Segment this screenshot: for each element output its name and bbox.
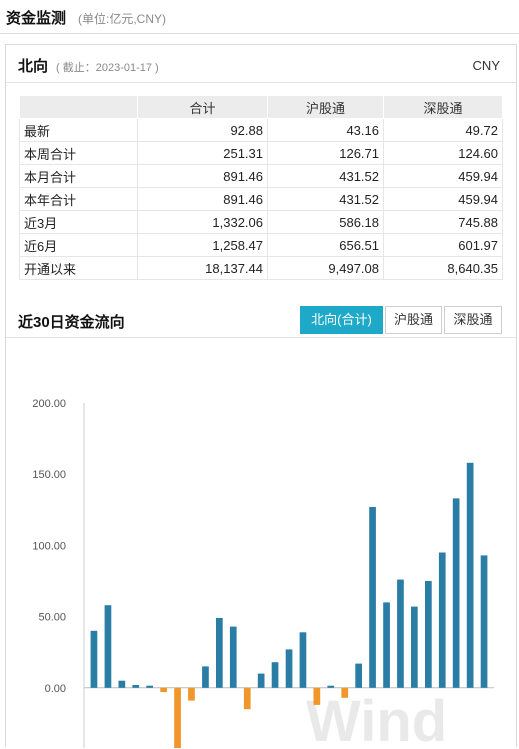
y-tick-label: 100.00 [32, 540, 66, 552]
section-divider [6, 337, 516, 338]
cell-sh: 431.52 [267, 187, 384, 211]
flow-bar[interactable] [202, 666, 209, 688]
northbound-title: 北向 [18, 58, 49, 75]
row-label: 开通以来 [19, 256, 138, 280]
cell-total: 1,332.06 [137, 210, 268, 234]
flow-bar[interactable] [466, 462, 474, 688]
col-header-sz: 深股通 [383, 95, 503, 119]
table-row: 近3月 1,332.06 586.18 745.88 [19, 210, 503, 234]
y-tick-label: 150.00 [32, 469, 66, 481]
flow-bar[interactable] [341, 687, 349, 698]
flow-bar[interactable] [425, 581, 432, 688]
flow-bar[interactable] [480, 555, 488, 688]
row-label: 本年合计 [19, 187, 138, 211]
flow-bar-chart: Wind 200.00150.00100.0050.000.00-50.0020… [32, 398, 494, 748]
table-row: 最新 92.88 43.16 49.72 [19, 118, 503, 142]
row-label: 本周合计 [19, 141, 138, 165]
row-label: 近6月 [19, 233, 138, 257]
y-tick-label: 50.00 [38, 612, 66, 624]
table-header-row: 合计 沪股通 深股通 [19, 95, 503, 119]
tab-shenzhen-connect[interactable]: 深股通 [444, 306, 502, 334]
table-row: 本年合计 891.46 431.52 459.94 [19, 187, 503, 211]
flow-bar[interactable] [285, 649, 293, 688]
flow-bar[interactable] [411, 606, 418, 688]
flow-bar[interactable] [327, 685, 335, 688]
flow-bar[interactable] [118, 680, 126, 688]
cell-total: 1,258.47 [137, 233, 268, 257]
flow-bar[interactable] [132, 685, 140, 688]
unit-note: (单位:亿元,CNY) [78, 12, 166, 26]
col-header-sh: 沪股通 [267, 95, 384, 119]
top-bar: 资金监测 (单位:亿元,CNY) [0, 0, 519, 34]
cell-sz: 124.60 [383, 141, 503, 165]
flow-bar[interactable] [271, 662, 279, 688]
row-label: 本月合计 [19, 164, 138, 188]
cell-total: 251.31 [137, 141, 268, 165]
flow-bar[interactable] [160, 687, 167, 693]
cell-sz: 601.97 [383, 233, 503, 257]
cell-total: 891.46 [137, 187, 268, 211]
cell-sz: 459.94 [383, 164, 503, 188]
tab-shanghai-connect[interactable]: 沪股通 [385, 306, 442, 334]
cell-total: 891.46 [137, 164, 268, 188]
flow-bar[interactable] [188, 687, 195, 701]
cell-total: 92.88 [137, 118, 268, 142]
table-row: 近6月 1,258.47 656.51 601.97 [19, 233, 503, 257]
flow-bar[interactable] [174, 687, 181, 748]
flow-bar[interactable] [243, 687, 251, 710]
cell-sh: 126.71 [267, 141, 384, 165]
flow-bar[interactable] [299, 632, 307, 688]
flow-bar[interactable] [90, 630, 98, 688]
flow-bar[interactable] [257, 673, 265, 688]
flow-summary-table: 合计 沪股通 深股通 最新 92.88 43.16 49.72 本周合计 251… [19, 95, 503, 280]
flow-bar[interactable] [104, 605, 112, 688]
flow-bar[interactable] [397, 579, 404, 688]
col-header-blank [19, 95, 138, 119]
cell-sh: 43.16 [267, 118, 384, 142]
cell-sz: 49.72 [383, 118, 503, 142]
cell-sh: 431.52 [267, 164, 384, 188]
y-tick-label: 200.00 [32, 398, 66, 410]
flow-bar[interactable] [355, 663, 362, 688]
table-row: 开通以来 18,137.44 9,497.08 8,640.35 [19, 256, 503, 280]
northbound-panel: 北向 ( 截止：2023-01-17 ) CNY 合计 沪股通 深股通 最新 9… [5, 44, 517, 748]
row-label: 最新 [19, 118, 138, 142]
panel-header: 北向 ( 截止：2023-01-17 ) CNY [6, 45, 516, 83]
as-of-date: ( 截止：2023-01-17 ) [56, 62, 159, 74]
tab-northbound-total[interactable]: 北向(合计) [300, 306, 383, 334]
cell-sz: 745.88 [383, 210, 503, 234]
row-label: 近3月 [19, 210, 138, 234]
flow-bar[interactable] [452, 498, 460, 688]
col-header-total: 合计 [137, 95, 268, 119]
currency-label: CNY [472, 58, 500, 73]
wind-watermark: Wind [306, 689, 447, 748]
cell-total: 18,137.44 [137, 256, 268, 280]
cell-sz: 459.94 [383, 187, 503, 211]
cell-sh: 586.18 [267, 210, 384, 234]
page-title: 资金监测 [6, 10, 67, 27]
y-tick-label: 0.00 [45, 683, 66, 695]
flow-bar[interactable] [229, 626, 237, 688]
flow-bar[interactable] [146, 685, 153, 688]
flow-bar[interactable] [383, 602, 390, 688]
flow-tabs: 北向(合计) 沪股通 深股通 [300, 306, 502, 334]
flow-bar[interactable] [369, 507, 376, 688]
cell-sh: 656.51 [267, 233, 384, 257]
table-row: 本周合计 251.31 126.71 124.60 [19, 141, 503, 165]
flow-bar[interactable] [313, 687, 321, 705]
flow30-title: 近30日资金流向 [18, 314, 125, 331]
cell-sz: 8,640.35 [383, 256, 503, 280]
cell-sh: 9,497.08 [267, 256, 384, 280]
table-row: 本月合计 891.46 431.52 459.94 [19, 164, 503, 188]
flow-bar[interactable] [438, 552, 446, 688]
flow-bar[interactable] [216, 618, 223, 688]
